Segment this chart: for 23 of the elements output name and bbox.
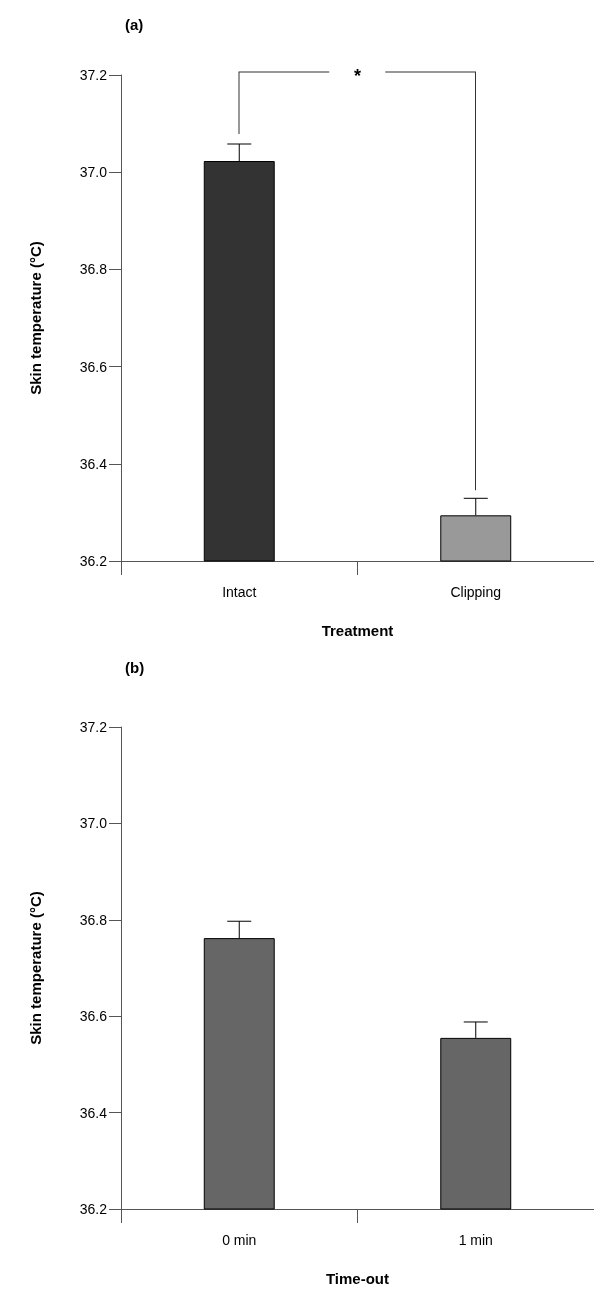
y-tick-label: 36.2 [79, 553, 108, 569]
chart-title: (a) [125, 16, 144, 33]
y-tick-label: 37.0 [79, 164, 108, 181]
y-axis-title: Skin temperature (°C) [27, 241, 44, 395]
y-tick-label: 37.0 [79, 815, 108, 832]
annotation: * [353, 66, 362, 86]
x-tick-label: 1 min [458, 1232, 493, 1248]
y-axis-title: Skin temperature (°C) [27, 891, 44, 1045]
x-tick-label: Clipping [450, 584, 502, 600]
x-axis-title: Treatment [321, 622, 394, 639]
x-axis-title: Time-out [325, 1270, 390, 1287]
y-tick-label: 36.8 [79, 261, 108, 278]
y-tick-label: 36.2 [79, 1201, 108, 1217]
y-tick-label: 36.4 [79, 455, 108, 472]
y-tick-label: 37.2 [79, 719, 108, 735]
y-tick-label: 36.6 [79, 1008, 108, 1025]
y-tick-label: 36.4 [79, 1104, 108, 1121]
chart-title: (b) [125, 659, 145, 676]
x-tick-label: 0 min [222, 1232, 257, 1248]
x-tick-label: Intact [222, 584, 257, 600]
y-tick-label: 37.2 [79, 67, 108, 83]
y-tick-label: 36.8 [79, 911, 108, 928]
y-tick-label: 36.6 [79, 358, 108, 375]
